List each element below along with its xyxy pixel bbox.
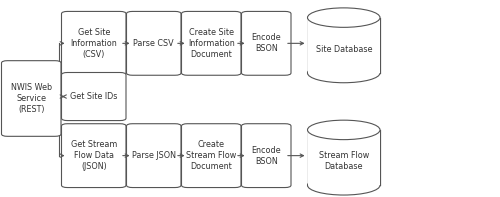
FancyBboxPatch shape: [2, 61, 61, 136]
Text: Encode
BSON: Encode BSON: [252, 33, 281, 53]
FancyBboxPatch shape: [62, 124, 126, 188]
Text: Parse JSON: Parse JSON: [132, 151, 176, 160]
FancyBboxPatch shape: [62, 11, 126, 75]
Text: Encode
BSON: Encode BSON: [252, 146, 281, 165]
Ellipse shape: [308, 8, 380, 27]
Text: Create Site
Information
Document: Create Site Information Document: [188, 28, 234, 59]
Text: Stream Flow
Database: Stream Flow Database: [318, 151, 369, 171]
Text: NWIS Web
Service
(REST): NWIS Web Service (REST): [10, 83, 52, 114]
FancyBboxPatch shape: [182, 11, 241, 75]
Ellipse shape: [308, 63, 380, 83]
Text: Parse CSV: Parse CSV: [134, 39, 174, 48]
Bar: [308, 130, 380, 185]
Text: Site Database: Site Database: [316, 45, 372, 54]
Text: Get Stream
Flow Data
(JSON): Get Stream Flow Data (JSON): [70, 140, 117, 171]
Text: Get Site IDs: Get Site IDs: [70, 92, 117, 101]
FancyBboxPatch shape: [242, 124, 291, 188]
Text: Get Site
Information
(CSV): Get Site Information (CSV): [70, 28, 117, 59]
FancyBboxPatch shape: [242, 11, 291, 75]
FancyBboxPatch shape: [62, 72, 126, 121]
Ellipse shape: [308, 120, 380, 140]
FancyBboxPatch shape: [126, 11, 181, 75]
Bar: [308, 18, 380, 73]
Text: Create
Stream Flow
Document: Create Stream Flow Document: [186, 140, 236, 171]
FancyBboxPatch shape: [126, 124, 181, 188]
Ellipse shape: [308, 176, 380, 195]
FancyBboxPatch shape: [182, 124, 241, 188]
